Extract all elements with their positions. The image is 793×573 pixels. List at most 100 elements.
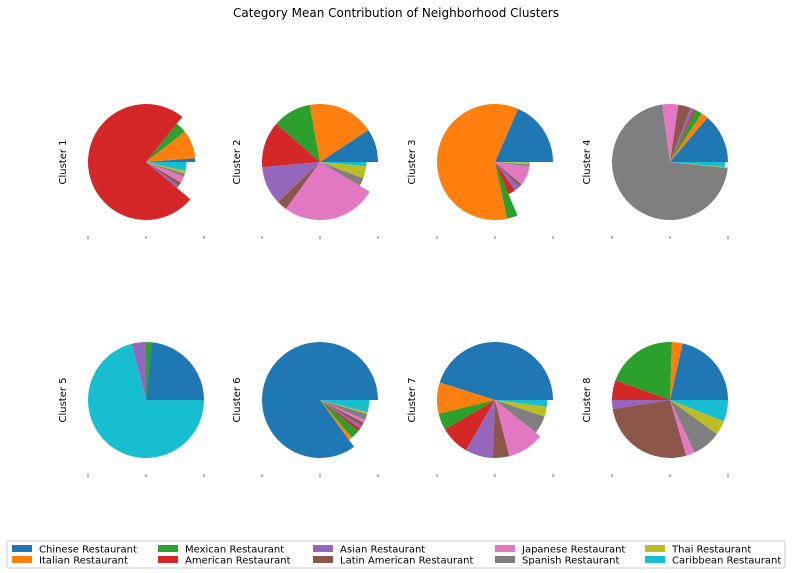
legend-label: Chinese Restaurant (39, 545, 137, 556)
pie-slice-asian-restaurant (466, 400, 495, 458)
legend-item-thai-restaurant: Thai Restaurant (645, 545, 751, 556)
pie-slice-chinese-restaurant (262, 341, 378, 458)
legend-frame (6, 540, 786, 569)
pie-grid: Cluster 1 Cluster 2 Cluster 3 Cluster 4 Clus… (58, 103, 729, 477)
legend-swatch (313, 545, 333, 552)
pie-slice-asian-restaurant (495, 162, 520, 191)
pie-cluster-7: Cluster 7 (407, 341, 554, 477)
pie-slice-italian-restaurant (670, 342, 683, 400)
pie-cluster-1: Cluster 1 (58, 104, 205, 239)
legend-item-mexican-restaurant: Mexican Restaurant (158, 545, 284, 556)
legend-label: Thai Restaurant (671, 545, 751, 556)
legend-label: Asian Restaurant (340, 545, 425, 556)
legend-label: Mexican Restaurant (185, 545, 284, 556)
cluster-label: Cluster 8 (582, 377, 593, 422)
pie-slice-american-restaurant (262, 123, 320, 168)
pie-slice-american-restaurant (612, 380, 670, 400)
pie-slice-japanese-restaurant (285, 162, 370, 220)
pie-slice-chinese-restaurant (495, 108, 553, 162)
pie-slice-italian-restaurant (320, 400, 352, 440)
legend-item-asian-restaurant: Asian Restaurant (313, 545, 425, 556)
pie-slice-thai-restaurant (495, 400, 547, 417)
pie-slice-spanish-restaurant (320, 162, 364, 186)
pie-slice-thai-restaurant (320, 162, 367, 179)
pie-slice-latin-american-restaurant (670, 104, 691, 162)
cluster-label: Cluster 5 (58, 377, 69, 422)
pie-slice-latin-american-restaurant (495, 162, 522, 187)
pie-slice-caribbean-restaurant (320, 162, 367, 167)
pie-slice-italian-restaurant (437, 382, 495, 414)
pie-slice-japanese-restaurant (146, 162, 184, 183)
pie-slice-italian-restaurant (146, 131, 196, 162)
pie-slice-italian-restaurant (670, 113, 708, 162)
pie-slice-caribbean-restaurant (88, 343, 204, 458)
pie-slice-spanish-restaurant (495, 162, 530, 167)
legend-swatch (495, 556, 515, 563)
pie-slice-spanish-restaurant (612, 104, 728, 220)
pie-slice-asian-restaurant (670, 107, 694, 162)
pie-slice-american-restaurant (670, 109, 696, 162)
legend-item-latin-american-restaurant: Latin American Restaurant (313, 556, 474, 567)
legend-item-american-restaurant: American Restaurant (158, 556, 291, 567)
pie-slice-mexican-restaurant (438, 400, 495, 430)
pie-slice-thai-restaurant (670, 400, 724, 435)
cluster-label: Cluster 2 (232, 139, 243, 184)
pie-slice-american-restaurant (445, 400, 495, 451)
pie-slice-chinese-restaurant (439, 341, 553, 400)
pie-slice-caribbean-restaurant (320, 400, 370, 413)
pie-slice-latin-american-restaurant (320, 400, 364, 426)
legend-label: Latin American Restaurant (340, 556, 474, 567)
cluster-label: Cluster 7 (407, 377, 418, 422)
pie-slice-spanish-restaurant (495, 400, 545, 433)
pie-cluster-4: Cluster 4 (582, 104, 729, 239)
pie-slice-latin-american-restaurant (492, 400, 510, 458)
pie-slice-chinese-restaurant (670, 117, 728, 162)
pie-slice-asian-restaurant (131, 342, 146, 400)
legend-swatch (495, 545, 515, 552)
pie-slice-asian-restaurant (146, 162, 179, 189)
pie-slice-japanese-restaurant (495, 162, 530, 185)
legend-swatch (158, 545, 178, 552)
legend-label: American Restaurant (185, 556, 291, 567)
pie-slice-japanese-restaurant (662, 104, 679, 162)
pie-slice-mexican-restaurant (146, 123, 185, 162)
legend-label: Italian Restaurant (39, 556, 128, 567)
legend-item-japanese-restaurant: Japanese Restaurant (495, 545, 625, 556)
pie-slice-thai-restaurant (320, 400, 368, 415)
pie-slice-italian-restaurant (436, 103, 519, 220)
pie-slice-asian-restaurant (262, 162, 320, 203)
pie-cluster-2: Cluster 2 (232, 103, 379, 239)
pie-slice-mexican-restaurant (276, 104, 320, 162)
legend-item-italian-restaurant: Italian Restaurant (12, 556, 128, 567)
chart-title: Category Mean Contribution of Neighborho… (233, 6, 559, 20)
cluster-label: Cluster 1 (58, 139, 69, 184)
pie-slice-american-restaurant (87, 104, 191, 220)
legend-label: Spanish Restaurant (522, 556, 619, 567)
pie-slice-chinese-restaurant (320, 130, 378, 162)
pie-slice-chinese-restaurant (670, 343, 728, 400)
pie-slice-japanese-restaurant (495, 400, 541, 457)
pie-slice-chinese-restaurant (146, 342, 204, 400)
pie-slice-mexican-restaurant (320, 400, 359, 438)
legend-swatch (645, 556, 665, 563)
pie-slice-mexican-restaurant (670, 109, 702, 162)
pie-cluster-8: Cluster 8 (582, 342, 729, 477)
legend-label: Japanese Restaurant (521, 545, 625, 556)
legend-item-spanish-restaurant: Spanish Restaurant (495, 556, 619, 567)
pie-slice-asian-restaurant (320, 400, 362, 429)
pie-slice-latin-american-restaurant (278, 162, 320, 209)
pie-slice-thai-restaurant (495, 162, 530, 165)
cluster-label: Cluster 6 (232, 377, 243, 422)
pie-slice-american-restaurant (320, 400, 361, 431)
pie-slice-japanese-restaurant (670, 400, 695, 456)
pie-slice-chinese-restaurant (146, 158, 196, 162)
legend-label: Caribbean Restaurant (672, 556, 781, 567)
cluster-label: Cluster 4 (582, 139, 593, 184)
pie-slice-caribbean-restaurant (670, 400, 728, 422)
legend-swatch (313, 556, 333, 563)
pie-slice-latin-american-restaurant (146, 162, 181, 186)
pie-slice-thai-restaurant (670, 162, 728, 169)
pie-cluster-3: Cluster 3 (407, 103, 554, 239)
pie-slice-mexican-restaurant (146, 342, 152, 400)
